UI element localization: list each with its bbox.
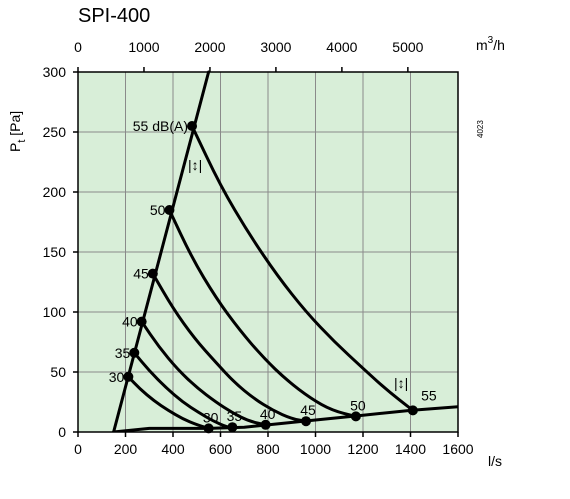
- y-tick-label: 150: [43, 244, 67, 260]
- top-axis-ticks: 0 1000 2000 3000 4000 5000: [74, 39, 424, 72]
- flow-marker-lower: |↕|: [394, 375, 408, 391]
- x-tick-label: 200: [114, 441, 138, 457]
- curve-start-point: [187, 121, 197, 131]
- top-tick-label: 3000: [260, 39, 291, 55]
- top-tick-label: 0: [74, 39, 82, 55]
- x-tick-label: 1600: [442, 441, 473, 457]
- noise-curve-2: [151, 272, 308, 423]
- flow-marker-upper: |↕|: [188, 157, 202, 173]
- x-tick-label: 1200: [347, 441, 378, 457]
- x-tick-label: 600: [209, 441, 233, 457]
- x-tick-label: 400: [161, 441, 185, 457]
- curve-end-label: 40: [260, 406, 276, 422]
- noise-curve-5: [126, 375, 211, 430]
- noise-curve-0: [190, 124, 415, 412]
- curve-markers: [123, 121, 418, 434]
- top-axis-unit: m3/h: [476, 35, 505, 53]
- y-tick-label: 50: [50, 364, 66, 380]
- curve-start-label: 45: [133, 266, 149, 282]
- x-tick-label: 1000: [300, 441, 331, 457]
- curve-end-label: 30: [203, 409, 219, 425]
- noise-curves: [126, 124, 415, 430]
- chart-title: SPI-400: [78, 5, 150, 27]
- curve-end-label: 50: [350, 397, 366, 413]
- y-tick-label: 200: [43, 184, 67, 200]
- curve-end-point: [227, 422, 238, 433]
- curve-end-label: 45: [300, 402, 316, 418]
- curve-end-point: [350, 411, 361, 422]
- y-tick-label: 250: [43, 124, 67, 140]
- noise-curve-3: [140, 320, 268, 427]
- y-axis-ticks: 0 50 100 150 200 250 300: [43, 64, 78, 440]
- side-code: 4023: [476, 120, 485, 138]
- curve-end-label: 35: [227, 408, 243, 424]
- curve-end-point: [203, 423, 214, 434]
- curve-start-point: [136, 316, 147, 327]
- curve-start-label: 40: [122, 314, 138, 330]
- curve-start-point: [129, 347, 140, 358]
- curve-end-point: [407, 405, 418, 416]
- curve-start-label: 35: [115, 345, 131, 361]
- curve-labels: 55 dB(A) 55 50 50 45 45 40 40 35 35 30 30: [109, 118, 437, 425]
- x-axis-unit: l/s: [488, 453, 502, 469]
- curve-end-label: 55: [421, 387, 437, 403]
- curve-end-point: [260, 419, 271, 430]
- y-tick-label: 0: [58, 424, 66, 440]
- x-tick-label: 0: [74, 441, 82, 457]
- y-axis-label: Pt [Pa]: [7, 111, 28, 152]
- curve-start-point: [147, 268, 158, 279]
- curve-start-label: 55 dB(A): [133, 118, 188, 134]
- curve-start-point: [164, 205, 175, 215]
- top-tick-label: 4000: [326, 39, 357, 55]
- noise-curve-1: [167, 208, 358, 418]
- limit-line-min-limit: [112, 405, 458, 432]
- x-tick-label: 800: [256, 441, 280, 457]
- curve-end-point: [301, 416, 311, 427]
- top-tick-label: 1000: [128, 39, 159, 55]
- x-tick-label: 1400: [395, 441, 426, 457]
- top-tick-label: 2000: [194, 39, 225, 55]
- curve-start-label: 50: [150, 202, 166, 218]
- y-tick-label: 100: [43, 304, 67, 320]
- curve-start-point: [123, 371, 134, 382]
- x-axis-ticks: 0 200 400 600 800 1000 1200 1400 1600: [74, 432, 474, 457]
- top-tick-label: 5000: [392, 39, 423, 55]
- y-tick-label: 300: [43, 64, 67, 80]
- curve-start-label: 30: [109, 369, 125, 385]
